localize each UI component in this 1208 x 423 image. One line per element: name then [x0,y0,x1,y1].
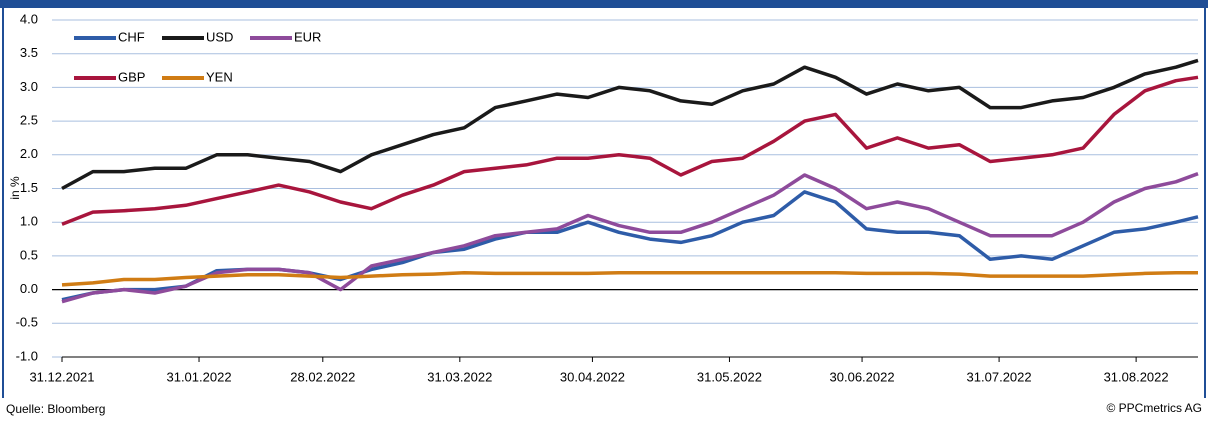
x-tick-label: 28.02.2022 [290,369,355,384]
legend-label: YEN [206,69,233,84]
legend-label: GBP [118,69,145,84]
legend-label: CHF [118,29,145,44]
legend-label: USD [206,29,233,44]
x-tick-label: 31.03.2022 [427,369,492,384]
y-tick-label: 3.5 [20,45,38,60]
series-line [61,58,1199,191]
y-axis-label: in % [8,176,22,200]
x-tick-label: 31.08.2022 [1104,369,1169,384]
x-tick-label: 31.01.2022 [166,369,231,384]
source: Quelle: Bloomberg [6,402,105,416]
y-tick-label: 4.0 [20,11,38,26]
y-tick-label: -0.5 [16,315,38,330]
y-tick-label: 1.0 [20,214,38,229]
y-tick-label: 1.5 [20,180,38,195]
y-tick-label: 0.5 [20,247,38,262]
x-tick-label: 31.12.2021 [29,369,94,384]
y-tick-label: 0.0 [20,281,38,296]
series-line [61,172,1199,304]
legend-label: EUR [294,29,321,44]
y-tick-label: -1.0 [16,348,38,363]
copyright: © PPCmetrics AG [1106,401,1202,415]
x-tick-label: 30.04.2022 [560,369,625,384]
y-tick-label: 2.5 [20,113,38,128]
x-tick-label: 31.07.2022 [967,369,1032,384]
x-tick-label: 30.06.2022 [830,369,895,384]
y-tick-label: 3.0 [20,79,38,94]
header-bar [0,0,1208,8]
x-tick-label: 31.05.2022 [697,369,762,384]
series-line [61,271,1198,287]
series-line [61,190,1199,302]
series-line [61,75,1199,226]
y-tick-label: 2.0 [20,146,38,161]
